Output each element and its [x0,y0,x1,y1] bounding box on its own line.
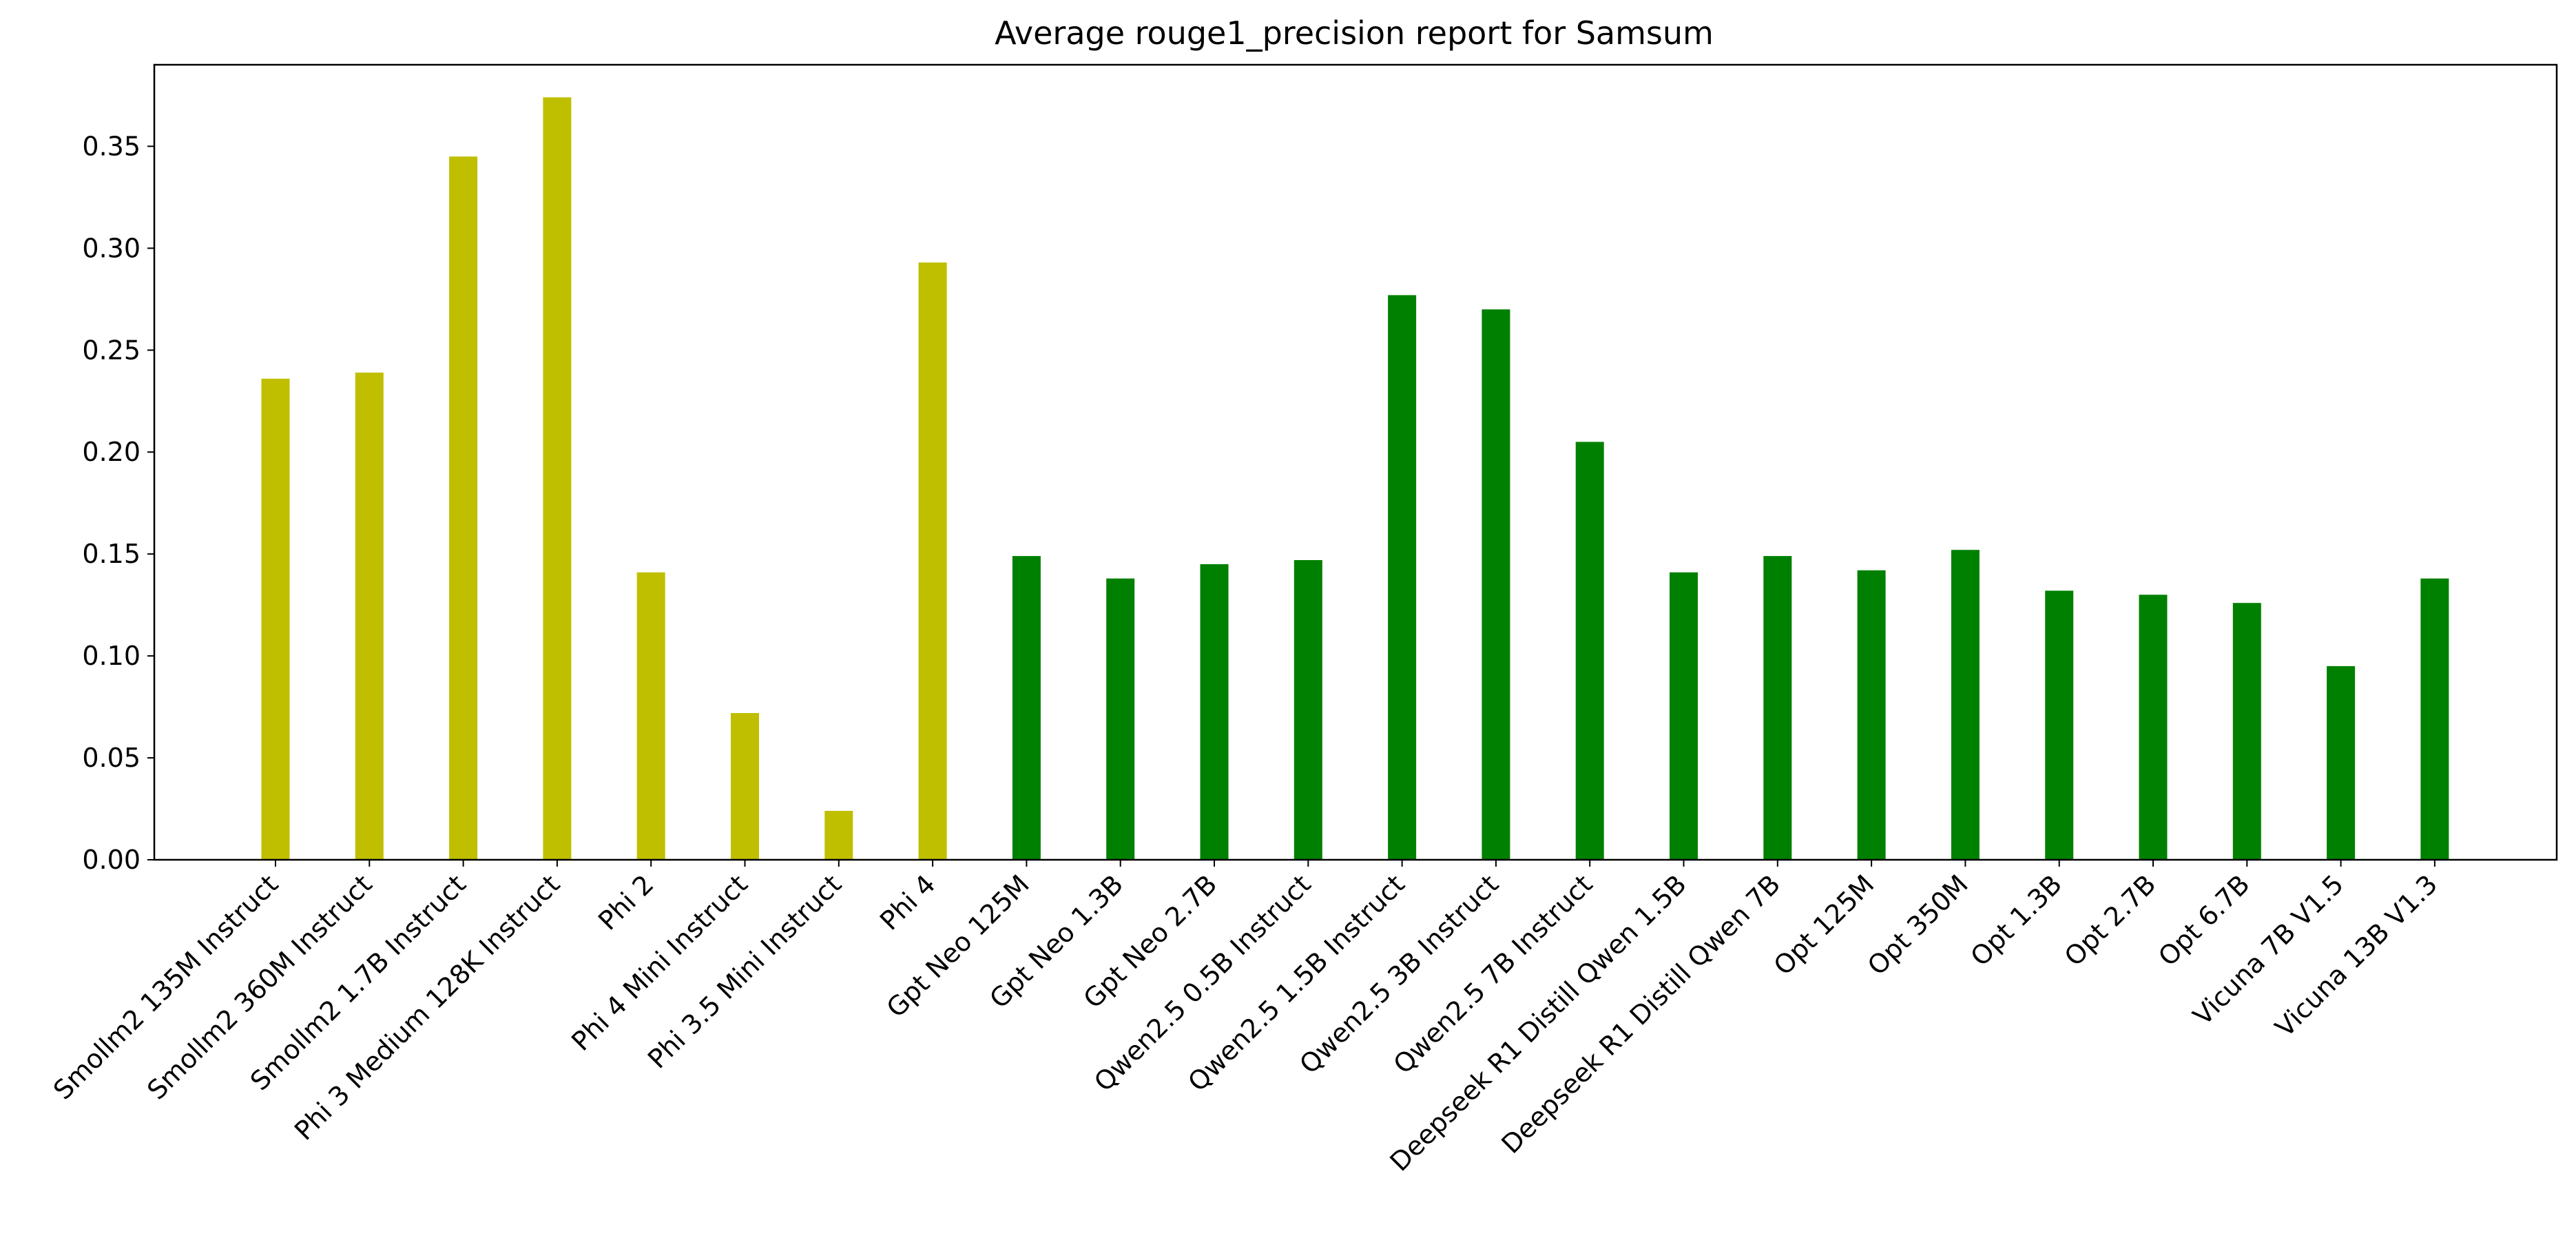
y-tick-label: 0.30 [82,233,141,263]
x-tick-label: Vicuna 13B V1.3 [2269,869,2443,1042]
bar [824,811,853,860]
y-axis: 0.00 0.05 0.10 0.15 0.20 0.25 0.30 0.35 [82,131,154,875]
bar [2327,666,2356,860]
bar [731,713,759,860]
y-tick-label: 0.25 [82,335,141,365]
bar [355,372,384,860]
bar [1294,560,1322,860]
x-tick-label: Opt 125M [1768,869,1880,981]
y-tick-label: 0.20 [82,437,141,467]
bar [1106,578,1135,860]
bar [1670,572,1698,860]
bar [1951,550,1980,860]
y-tick-label: 0.10 [82,641,141,671]
bar [918,262,947,860]
bar [1200,564,1229,860]
bar [543,97,572,860]
plot-frame [153,63,2558,861]
bar [261,378,290,860]
bar [2139,595,2168,860]
y-tick-label: 0.35 [82,131,141,161]
x-tick-label: Phi 4 Mini Instruct [565,869,754,1057]
x-tick-label: Phi 4 [874,869,941,936]
y-tick-label: 0.15 [82,539,141,569]
bar [2232,603,2261,860]
y-tick-label: 0.05 [82,743,141,773]
bar [1482,309,1510,860]
chart-title: Average rouge1_precision report for Sams… [995,14,1714,52]
x-tick-label: Opt 350M [1862,869,1974,981]
x-tick-label: Phi 3.5 Mini Instruct [642,869,847,1074]
x-tick-label: Phi 2 [592,869,659,936]
bar [449,156,478,860]
bar [1763,556,1792,860]
bar [1388,295,1417,860]
y-tick-label: 0.00 [82,845,141,875]
bar [1857,570,1886,860]
bars-layer [261,97,2449,860]
bar [1012,556,1041,860]
bar [636,572,665,860]
bar [1575,442,1604,860]
bar [2420,578,2449,860]
x-tick-label: Opt 1.3B [1964,869,2068,972]
x-tick-label: Opt 2.7B [2059,869,2162,972]
bar [2045,590,2074,860]
